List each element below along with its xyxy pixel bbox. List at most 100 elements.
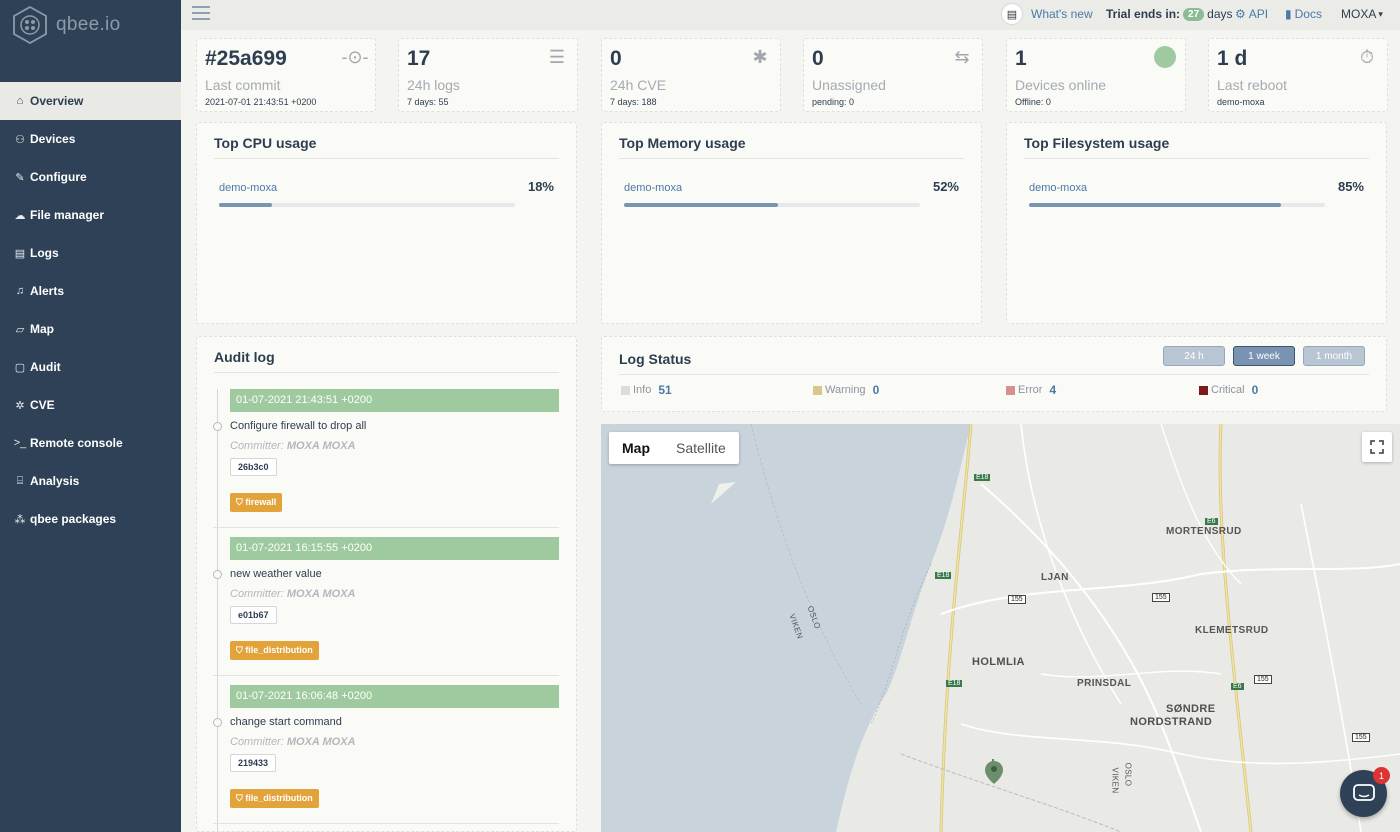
range-button[interactable]: 24 h: [1163, 346, 1225, 366]
brand-logo[interactable]: qbee.io: [12, 6, 172, 44]
log-level-count: 4: [1049, 383, 1057, 397]
topbar: ▤ What's new Trial ends in: 27 days ⚙ AP…: [181, 0, 1400, 30]
stat-card-24h-logs[interactable]: 17 24h logs 7 days: 55 ☰: [398, 38, 578, 112]
sidebar-item-label: Audit: [30, 360, 61, 374]
whats-new-button[interactable]: ▤ What's new: [1001, 0, 1093, 28]
audit-message: change start command: [230, 716, 342, 728]
usage-device-link[interactable]: demo-moxa: [219, 182, 278, 194]
sidebar-item-remote-console[interactable]: >_ Remote console: [0, 424, 181, 462]
stat-label: Unassigned: [812, 77, 886, 93]
range-button[interactable]: 1 month: [1303, 346, 1365, 366]
stat-card-24h-cve[interactable]: 0 24h CVE 7 days: 188 ✱: [601, 38, 781, 112]
stat-card-devices-online[interactable]: 1 Devices online Offline: 0: [1006, 38, 1186, 112]
sidebar-item-audit[interactable]: ▢ Audit: [0, 348, 181, 386]
sidebar-item-label: Remote console: [30, 436, 123, 450]
sidebar-item-overview[interactable]: ⌂ Overview: [0, 82, 181, 120]
divider: [214, 158, 559, 159]
sidebar-item-label: Devices: [30, 132, 76, 146]
sidebar-item-logs[interactable]: ▤ Logs: [0, 234, 181, 272]
menu-toggle-icon[interactable]: [192, 6, 210, 22]
legend-swatch: [1199, 385, 1208, 395]
divider: [214, 372, 559, 373]
sidebar-item-analysis[interactable]: ⌸ Analysis: [0, 462, 181, 500]
audit-date: 01-07-2021 16:15:55 +0200: [230, 537, 559, 560]
commit-hash-button[interactable]: e01b67: [230, 606, 277, 624]
stat-card-last-reboot[interactable]: 1 d Last reboot demo-moxa ⏱: [1208, 38, 1388, 112]
divider: [213, 675, 559, 676]
log-level-critical: Critical 0: [1199, 383, 1258, 397]
sidebar-item-cve[interactable]: ✲ CVE: [0, 386, 181, 424]
gears-icon: ⚙: [1235, 7, 1246, 21]
home-icon: ⌂: [16, 95, 24, 107]
log-status-title: Log Status: [619, 351, 692, 367]
timeline-dot: [213, 570, 222, 579]
usage-title: Top CPU usage: [214, 135, 317, 151]
map-label: PRINSDAL: [1077, 678, 1132, 689]
trial-info: Trial ends in: 27 days: [1106, 0, 1233, 28]
device-map[interactable]: Map Satellite MORTENSRUD LJAN KLEMETSRUD…: [601, 424, 1400, 832]
sidebar-item-configure[interactable]: ✎ Configure: [0, 158, 181, 196]
timeline-dot: [213, 422, 222, 431]
stat-value: 0: [812, 47, 824, 70]
chat-launcher[interactable]: 1: [1340, 767, 1390, 817]
trial-days-badge: 27: [1183, 7, 1205, 21]
book-icon: ▮: [1285, 7, 1292, 21]
usage-title: Top Filesystem usage: [1024, 135, 1170, 151]
sidebar-item-label: qbee packages: [30, 512, 117, 526]
status-dot-icon: [1153, 45, 1177, 69]
sidebar-item-label: Logs: [30, 246, 59, 260]
handshake-icon: ⇆: [954, 46, 970, 67]
list-alt-icon: ☰: [548, 46, 566, 67]
usage-panel-1: Top Memory usage demo-moxa 52%: [601, 122, 982, 324]
tag-label: firewall: [245, 497, 277, 507]
sidebar-nav: ⌂ Overview ⚇ Devices ✎ Configure ☁ File manager…: [0, 82, 181, 538]
fullscreen-icon[interactable]: [1362, 432, 1392, 462]
bug-icon: ✱: [752, 46, 768, 67]
committer-name: MOXA MOXA: [286, 588, 356, 600]
usage-panel-2: Top Filesystem usage demo-moxa 85%: [1006, 122, 1387, 324]
commit-hash-button[interactable]: 219433: [230, 754, 277, 772]
audit-tag[interactable]: ⛉ firewall: [230, 493, 283, 512]
usage-device-link[interactable]: demo-moxa: [1029, 182, 1088, 194]
stat-sub: 2021-07-01 21:43:51 +0200: [205, 97, 317, 107]
org-dropdown[interactable]: MOXA ▾: [1341, 0, 1383, 28]
map-label: OSLO: [1123, 762, 1133, 787]
divider: [213, 823, 559, 824]
list-icon: ▤: [14, 247, 26, 260]
committer-name: MOXA MOXA: [286, 440, 356, 452]
road-sign: 155: [1352, 733, 1370, 742]
divider: [619, 158, 964, 159]
map-label: NORDSTRAND: [1130, 716, 1213, 728]
sidebar-item-label: Configure: [30, 170, 87, 184]
sidebar-item-alerts[interactable]: ♫ Alerts: [0, 272, 181, 310]
divider: [213, 527, 559, 528]
usage-title: Top Memory usage: [619, 135, 746, 151]
api-link[interactable]: ⚙ API: [1235, 0, 1268, 28]
audit-tag[interactable]: ⛉ file_distribution: [230, 789, 319, 808]
chat-badge: 1: [1373, 767, 1390, 784]
usage-bar: [1029, 203, 1325, 207]
committer-label: Committer:: [230, 440, 284, 452]
sidebar-item-file-manager[interactable]: ☁ File manager: [0, 196, 181, 234]
map-label: KLEMETSRUD: [1195, 625, 1269, 636]
usage-bar-fill: [1029, 203, 1281, 207]
docs-link[interactable]: ▮ Docs: [1285, 0, 1322, 28]
sidebar-item-qbee-packages[interactable]: ⁂ qbee packages: [0, 500, 181, 538]
audit-tag[interactable]: ⛉ file_distribution: [230, 641, 319, 660]
tag-icon: ⛉: [236, 793, 246, 803]
usage-percent: 52%: [932, 179, 959, 194]
usage-device-link[interactable]: demo-moxa: [624, 182, 683, 194]
stat-card-unassigned[interactable]: 0 Unassigned pending: 0 ⇆: [803, 38, 983, 112]
audit-message: new weather value: [230, 568, 322, 580]
commit-hash-button[interactable]: 26b3c0: [230, 458, 277, 476]
terminal-icon: >_: [13, 437, 27, 449]
sidebar-item-map[interactable]: ▱ Map: [0, 310, 181, 348]
range-button[interactable]: 1 week: [1233, 346, 1295, 366]
stat-card-last-commit[interactable]: #25a699 Last commit 2021-07-01 21:43:51 +0…: [196, 38, 376, 112]
bank-icon: ⌸: [16, 474, 24, 487]
log-status-panel: Log Status 24 h 1 week 1 month Info 51 Warni…: [601, 336, 1387, 412]
sidebar-item-devices[interactable]: ⚇ Devices: [0, 120, 181, 158]
clipboard-icon: ▢: [14, 361, 26, 374]
map-type-map[interactable]: Map: [622, 440, 650, 456]
map-type-satellite[interactable]: Satellite: [676, 440, 726, 456]
